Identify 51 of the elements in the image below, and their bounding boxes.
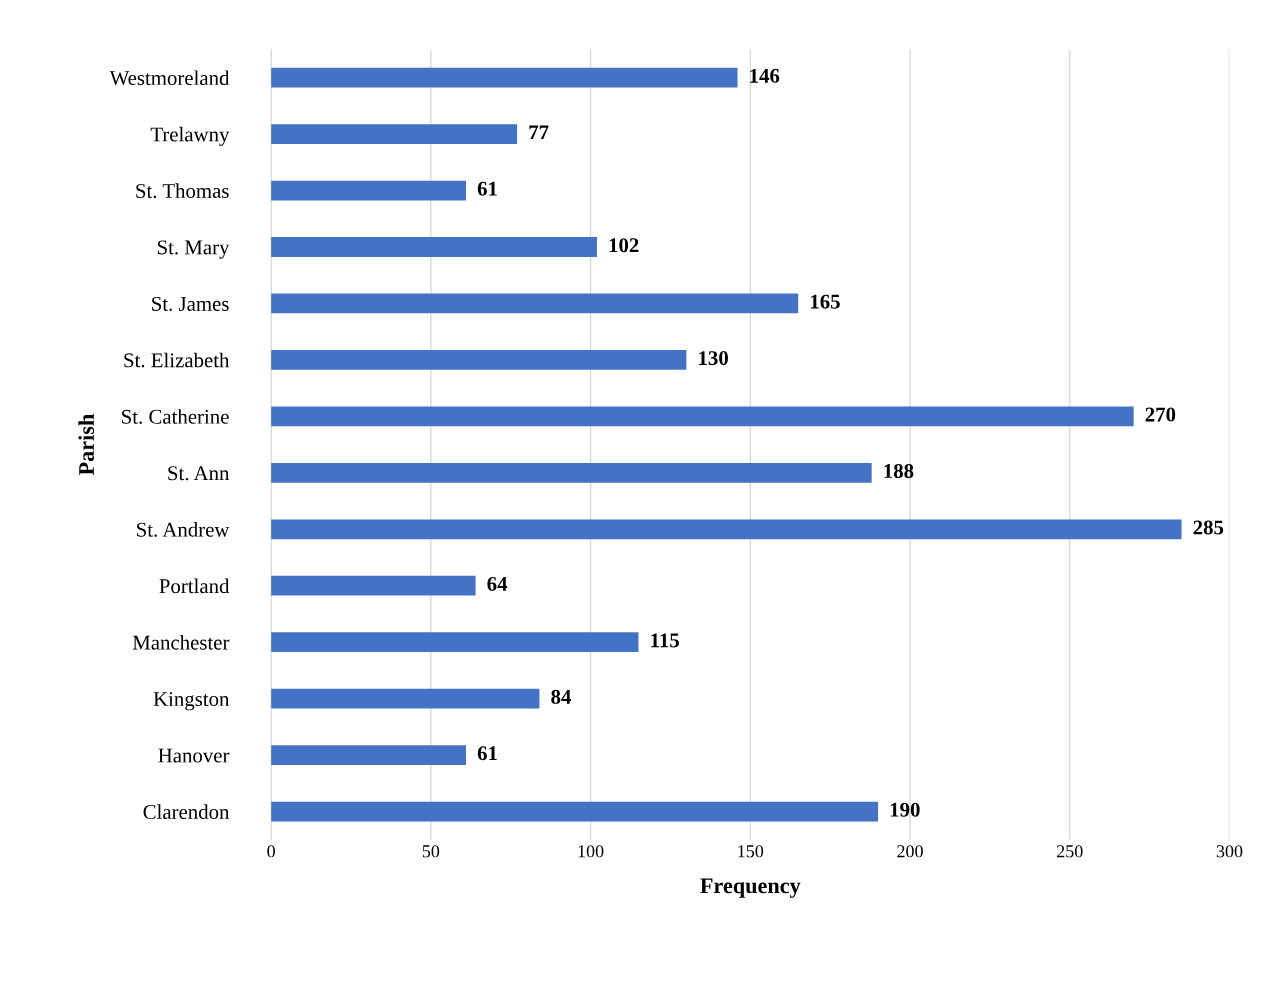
data-label: 190 <box>890 802 920 817</box>
bar <box>271 519 1182 540</box>
y-tick-label: Manchester <box>132 634 230 650</box>
bar <box>271 180 466 201</box>
y-tick-label: Trelawny <box>150 126 230 146</box>
data-label: 188 <box>884 463 914 479</box>
x-tick-label: 250 <box>1057 845 1083 858</box>
data-label: 115 <box>651 633 679 648</box>
bar <box>271 688 540 709</box>
y-axis-title: Parish <box>78 414 95 476</box>
data-label: 165 <box>810 294 840 309</box>
bar <box>271 632 639 653</box>
y-tick-label: St. James <box>152 296 229 311</box>
bar <box>271 67 738 88</box>
y-tick-label: St. Ann <box>168 466 230 481</box>
data-label: 77 <box>529 125 549 140</box>
bar <box>271 575 476 596</box>
x-axis-title: Frequency <box>700 878 801 898</box>
data-label: 285 <box>1193 520 1224 535</box>
data-label: 270 <box>1145 407 1176 422</box>
data-label: 61 <box>477 181 497 196</box>
x-tick-label: 200 <box>897 845 923 858</box>
bar <box>271 801 879 822</box>
y-tick-label: Clarendon <box>143 804 230 819</box>
y-tick-label: St. Thomas <box>136 183 229 199</box>
y-tick-label: Kingston <box>153 692 230 711</box>
data-label: 64 <box>487 576 508 591</box>
y-tick-label: St. Elizabeth <box>124 352 230 368</box>
y-tick-label: St. Catherine <box>122 409 229 424</box>
data-label: 130 <box>699 351 728 366</box>
bar <box>271 406 1134 427</box>
bar <box>271 350 687 370</box>
data-label: 102 <box>609 238 639 253</box>
bar <box>271 745 466 765</box>
x-tick-label: 50 <box>422 845 440 858</box>
x-tick-label: 100 <box>578 845 604 858</box>
x-tick-label: 150 <box>738 845 764 858</box>
bar <box>271 237 597 257</box>
y-tick-label: St. Andrew <box>137 522 230 537</box>
x-tick-label: 300 <box>1216 845 1243 858</box>
bar <box>271 293 799 314</box>
y-tick-label: Hanover <box>158 748 230 763</box>
y-tick-label: St. Mary <box>157 240 230 259</box>
y-tick-label: Portland <box>159 578 230 594</box>
data-label: 146 <box>750 68 780 83</box>
y-tick-label: Westmoreland <box>109 70 230 86</box>
x-tick-label: 0 <box>267 845 275 858</box>
bar <box>271 462 872 483</box>
bar <box>271 124 518 144</box>
data-label: 84 <box>551 689 572 704</box>
data-label: 61 <box>477 746 497 761</box>
